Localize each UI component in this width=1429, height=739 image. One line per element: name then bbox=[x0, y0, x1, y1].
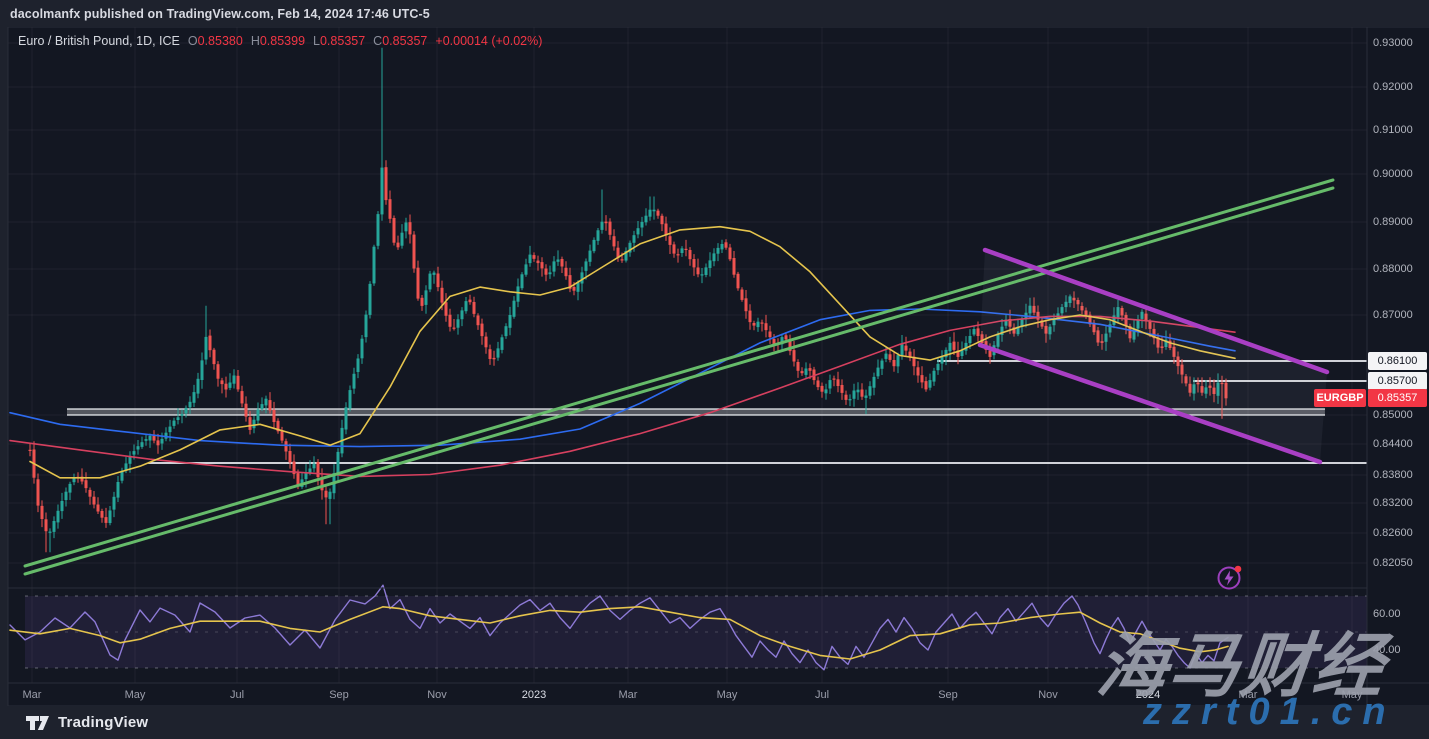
tradingview-logo-icon[interactable] bbox=[26, 715, 50, 731]
symbol-title: Euro / British Pound, 1D, ICE bbox=[18, 34, 180, 48]
ohlc-letter: C bbox=[373, 34, 383, 48]
ohlc-letter: L bbox=[313, 34, 320, 48]
ohlc-readout: O0.85380 H0.85399 L0.85357 C0.85357 bbox=[180, 34, 428, 48]
flash-circle bbox=[1217, 566, 1241, 590]
footer-bar: TradingView bbox=[0, 706, 1429, 739]
tradingview-brand[interactable]: TradingView bbox=[58, 714, 149, 731]
publish-header-text: dacolmanfx published on TradingView.com,… bbox=[10, 6, 430, 21]
ohlc-letter: O bbox=[187, 34, 198, 48]
ohlc-value: 0.85357 bbox=[319, 34, 366, 48]
watermark-url: zzrt01.cn bbox=[1143, 691, 1396, 733]
ohlc-value: 0.85357 bbox=[382, 34, 428, 48]
change-readout: +0.00014 (+0.02%) bbox=[435, 34, 543, 48]
ohlc-letter: H bbox=[250, 34, 260, 48]
chart-legend[interactable]: Euro / British Pound, 1D, ICE O0.85380 H0.… bbox=[18, 34, 542, 48]
lightning-bolt-icon bbox=[1224, 570, 1234, 586]
ohlc-value: 0.85399 bbox=[259, 34, 306, 48]
publish-header: dacolmanfx published on TradingView.com,… bbox=[0, 0, 1429, 27]
flash-reaction-icon[interactable] bbox=[1215, 562, 1245, 592]
notification-dot bbox=[1234, 565, 1242, 573]
ohlc-value: 0.85380 bbox=[197, 34, 243, 48]
